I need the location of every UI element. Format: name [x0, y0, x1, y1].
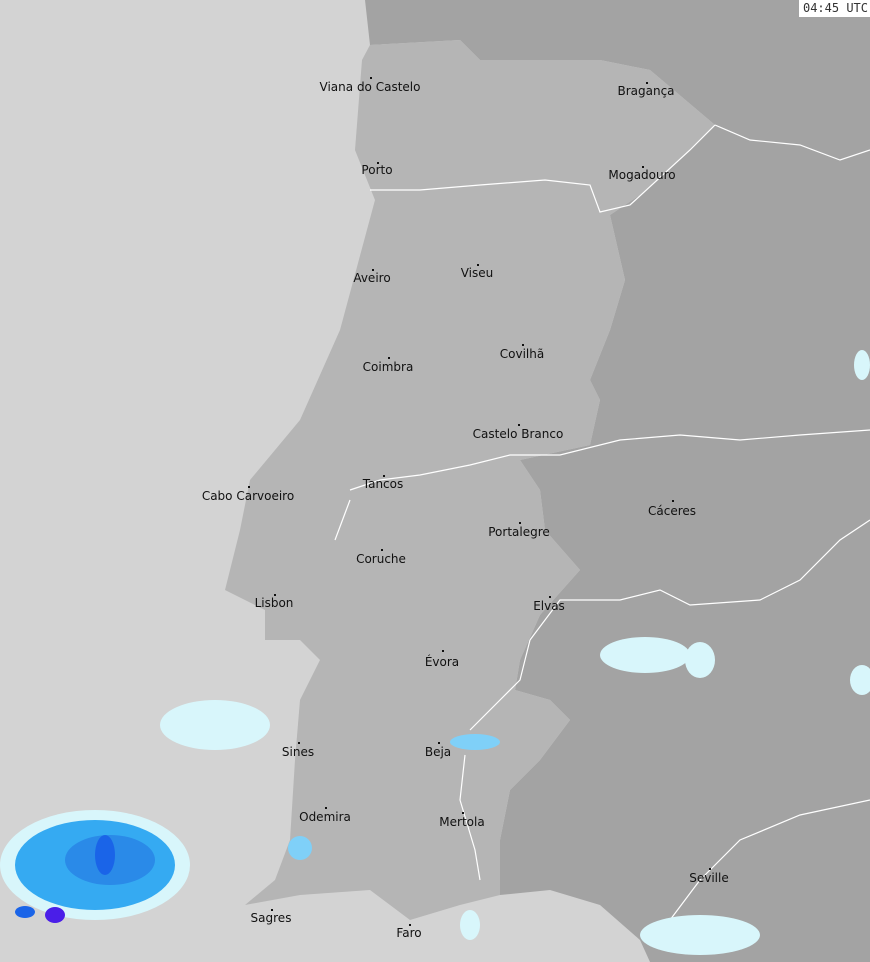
- city-marker: [325, 807, 327, 809]
- city-marker: [442, 650, 444, 652]
- city-label: Aveiro: [353, 271, 391, 285]
- portugal-land: [225, 40, 715, 920]
- rain-echoes: [0, 350, 870, 955]
- city-label: Mogadouro: [608, 168, 676, 182]
- city-label: Cáceres: [647, 504, 697, 518]
- city-marker: [274, 594, 276, 596]
- city-marker: [518, 424, 520, 426]
- city-label: Tancos: [362, 477, 404, 491]
- city-marker: [642, 166, 644, 168]
- city-marker: [381, 549, 383, 551]
- city-marker: [438, 742, 440, 744]
- city-marker: [271, 909, 273, 911]
- city-marker: [709, 868, 711, 870]
- spain-land: [365, 0, 870, 962]
- city-label: Viana do Castelo: [319, 80, 421, 94]
- city-label: Évora: [424, 655, 460, 669]
- city-marker: [672, 500, 674, 502]
- city-label: Castelo Branco: [472, 427, 564, 441]
- city-marker: [477, 264, 479, 266]
- city-label: Sines: [281, 745, 315, 759]
- city-label: Odemira: [299, 810, 351, 824]
- city-marker: [377, 162, 379, 164]
- city-label: Porto: [361, 163, 393, 177]
- city-marker: [646, 82, 648, 84]
- city-marker: [519, 522, 521, 524]
- city-label: Elvas: [533, 599, 565, 613]
- city-marker: [549, 596, 551, 598]
- timestamp: 04:45 UTC: [798, 0, 870, 17]
- city-marker: [370, 77, 372, 79]
- city-marker: [388, 357, 390, 359]
- city-label: Coruche: [356, 552, 406, 566]
- city-label: Beja: [424, 745, 452, 759]
- city-label: Coimbra: [362, 360, 414, 374]
- city-marker: [522, 344, 524, 346]
- city-marker: [298, 742, 300, 744]
- city-label: Cabo Carvoeiro: [201, 489, 295, 503]
- city-marker: [383, 475, 385, 477]
- borders: [334, 124, 870, 921]
- city-label: Sagres: [250, 911, 292, 925]
- city-marker: [462, 812, 464, 814]
- city-marker: [409, 924, 411, 926]
- city-label: Mertola: [439, 815, 485, 829]
- city-label: Lisbon: [254, 596, 294, 610]
- city-label: Portalegre: [488, 525, 550, 539]
- city-label: Viseu: [460, 266, 494, 280]
- city-marker: [248, 486, 250, 488]
- city-marker: [372, 269, 374, 271]
- city-label: Faro: [396, 926, 422, 940]
- city-label: Bragança: [617, 84, 675, 98]
- city-label: Covilhã: [499, 347, 545, 361]
- city-label: Seville: [689, 871, 729, 885]
